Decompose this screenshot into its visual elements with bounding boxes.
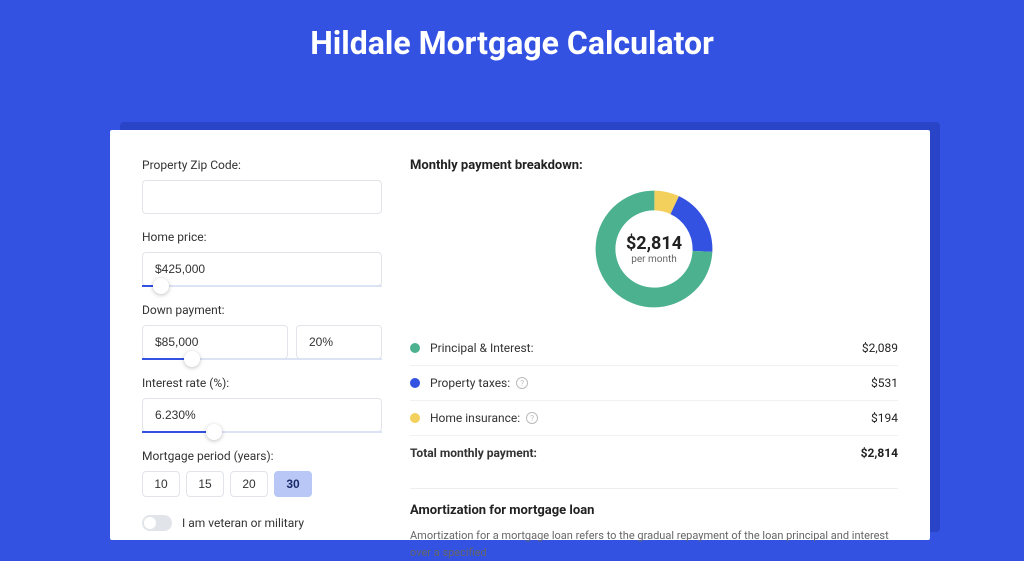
calculator-card: Property Zip Code: Home price: Down paym… (110, 130, 930, 540)
page-title: Hildale Mortgage Calculator (0, 0, 1024, 80)
interest-rate-input[interactable] (142, 398, 382, 432)
period-btn-20[interactable]: 20 (230, 471, 268, 497)
amortization-title: Amortization for mortgage loan (410, 503, 898, 518)
legend-value-total: $2,814 (861, 446, 898, 460)
legend-label-ins: Home insurance: ? (430, 411, 871, 425)
period-field-group: Mortgage period (years): 10 15 20 30 (142, 449, 382, 497)
zip-label: Property Zip Code: (142, 158, 382, 172)
legend-value-pi: $2,089 (862, 341, 898, 355)
veteran-row: I am veteran or military (142, 515, 382, 531)
amortization-text: Amortization for a mortgage loan refers … (410, 528, 898, 561)
down-payment-input[interactable] (142, 325, 288, 359)
legend-label-ins-text: Home insurance: (430, 411, 520, 425)
amortization-section: Amortization for mortgage loan Amortizat… (410, 488, 898, 561)
legend-row-ins: Home insurance: ? $194 (410, 401, 898, 436)
form-column: Property Zip Code: Home price: Down paym… (142, 158, 382, 512)
legend-dot-pi (410, 343, 420, 353)
home-price-input[interactable] (142, 252, 382, 286)
period-label: Mortgage period (years): (142, 449, 382, 463)
interest-rate-label: Interest rate (%): (142, 376, 382, 390)
period-btn-15[interactable]: 15 (186, 471, 224, 497)
legend-row-total: Total monthly payment: $2,814 (410, 436, 898, 470)
breakdown-column: Monthly payment breakdown: $2,814 per mo… (410, 158, 898, 512)
home-price-slider-thumb[interactable] (153, 278, 169, 294)
home-price-label: Home price: (142, 230, 382, 244)
down-payment-label: Down payment: (142, 303, 382, 317)
legend-value-ins: $194 (871, 411, 898, 425)
interest-rate-slider[interactable] (142, 431, 382, 433)
donut-wrap: $2,814 per month (410, 185, 898, 313)
veteran-toggle-knob (144, 517, 156, 529)
down-payment-slider-thumb[interactable] (184, 351, 200, 367)
legend-label-tax-text: Property taxes: (430, 376, 510, 390)
legend-label-tax: Property taxes: ? (430, 376, 871, 390)
info-icon[interactable]: ? (526, 412, 538, 424)
donut-sub: per month (631, 254, 677, 265)
interest-rate-slider-fill (142, 431, 214, 433)
legend-row-tax: Property taxes: ? $531 (410, 366, 898, 401)
home-price-slider[interactable] (142, 285, 382, 287)
donut-chart: $2,814 per month (590, 185, 718, 313)
period-btn-10[interactable]: 10 (142, 471, 180, 497)
legend-label-pi: Principal & Interest: (430, 341, 862, 355)
breakdown-title: Monthly payment breakdown: (410, 158, 898, 173)
legend-value-tax: $531 (871, 376, 898, 390)
zip-field-group: Property Zip Code: (142, 158, 382, 214)
donut-amount: $2,814 (626, 233, 682, 254)
interest-rate-field-group: Interest rate (%): (142, 376, 382, 433)
period-options: 10 15 20 30 (142, 471, 382, 497)
legend-dot-ins (410, 413, 420, 423)
veteran-toggle[interactable] (142, 515, 172, 531)
zip-input[interactable] (142, 180, 382, 214)
home-price-field-group: Home price: (142, 230, 382, 287)
down-payment-field-group: Down payment: (142, 303, 382, 360)
interest-rate-slider-thumb[interactable] (206, 424, 222, 440)
period-btn-30[interactable]: 30 (274, 471, 312, 497)
legend-row-pi: Principal & Interest: $2,089 (410, 331, 898, 366)
veteran-label: I am veteran or military (182, 516, 304, 530)
down-payment-pct-input[interactable] (296, 325, 382, 359)
info-icon[interactable]: ? (516, 377, 528, 389)
down-payment-slider[interactable] (142, 358, 382, 360)
donut-center: $2,814 per month (590, 185, 718, 313)
legend-dot-tax (410, 378, 420, 388)
legend-label-total: Total monthly payment: (410, 446, 861, 460)
